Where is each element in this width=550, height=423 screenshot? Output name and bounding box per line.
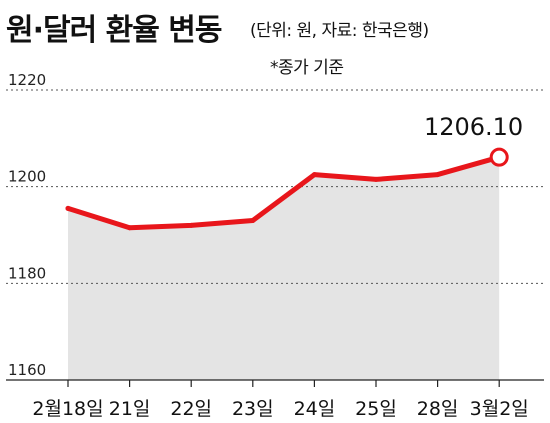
- x-tick-label: 3월2일: [470, 398, 529, 420]
- data-label: 1206.10: [424, 113, 523, 141]
- x-tick-label: 21일: [109, 398, 151, 420]
- last-point-marker: [489, 147, 509, 167]
- data-point: [250, 218, 256, 223]
- y-tick-label: 1180: [8, 264, 46, 282]
- y-tick-label: 1160: [8, 361, 46, 379]
- y-tick-label: 1220: [8, 71, 46, 89]
- x-tick-label: 28일: [417, 398, 459, 420]
- data-point: [373, 176, 379, 182]
- x-tick-label: 23일: [232, 398, 274, 420]
- data-point: [311, 172, 317, 178]
- data-point: [435, 172, 441, 178]
- area-fill: [68, 157, 500, 380]
- y-tick-label: 1200: [8, 168, 46, 186]
- data-point: [65, 205, 71, 211]
- x-tick-label: 22일: [170, 398, 212, 420]
- closing-price-note: *종가 기준: [270, 58, 344, 78]
- data-point: [127, 225, 133, 231]
- chart-title: 원·달러 환율 변동: [6, 13, 222, 48]
- x-tick-label: 24일: [294, 398, 336, 420]
- x-tick-label: 2월18일: [32, 398, 103, 420]
- x-tick-label: 25일: [355, 398, 397, 420]
- data-point: [188, 222, 194, 228]
- series-line: [65, 154, 502, 231]
- unit-source-note: (단위: 원, 자료: 한국은행): [250, 21, 429, 41]
